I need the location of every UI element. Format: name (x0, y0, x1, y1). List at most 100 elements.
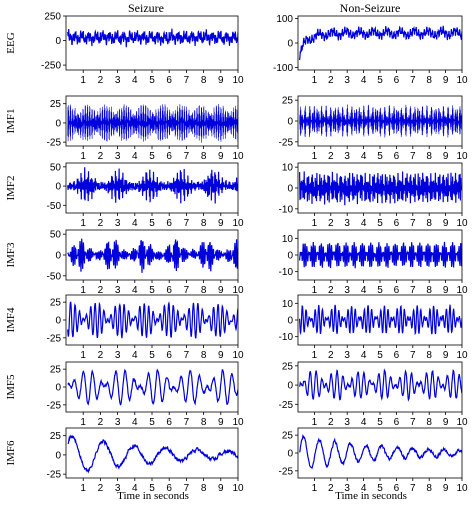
series-line (299, 25, 462, 61)
y-tick-label: 0 (287, 381, 293, 392)
x-tick-label: 10 (456, 483, 468, 494)
x-tick-label: 10 (232, 218, 244, 229)
x-tick-label: 10 (456, 285, 468, 296)
x-tick-label: 7 (410, 350, 416, 361)
x-tick-label: 5 (377, 151, 383, 162)
y-tick-label: 25 (282, 361, 294, 372)
x-tick-label: 5 (377, 483, 383, 494)
x-tick-label: 9 (218, 350, 224, 361)
panel-nonseizure-imf3: 1 2 3 4 5 6 7 8 9 10 10 0 -10 (279, 229, 468, 296)
y-tick-label: 0 (55, 182, 61, 193)
y-tick-label: 10 (282, 299, 294, 310)
x-tick-label: 4 (361, 218, 367, 229)
panel-seizure-eeg: 1 2 3 4 5 6 7 8 9 10 250 0 -250 EEG (5, 12, 244, 87)
y-tick-label: -25 (47, 138, 62, 149)
x-tick-label: 5 (149, 75, 155, 86)
y-tick-label: 25 (282, 96, 294, 107)
x-tick-label: 4 (132, 417, 138, 428)
x-tick-label: 2 (328, 285, 334, 296)
x-tick-label: 4 (361, 350, 367, 361)
y-tick-label: 0 (287, 316, 293, 327)
x-tick-label: 1 (312, 151, 318, 162)
x-tick-label: 4 (132, 151, 138, 162)
x-tick-label: 6 (166, 483, 172, 494)
y-tick-label: 250 (44, 12, 61, 23)
x-tick-label: 8 (426, 218, 432, 229)
y-tick-label: 0 (55, 316, 61, 327)
y-tick-label: -10 (279, 332, 294, 343)
y-tick-label: 0 (287, 39, 293, 50)
x-axis-label-left: Time in seconds (117, 490, 189, 502)
panel-seizure-imf3: 1 2 3 4 5 6 7 8 9 10 50 0 -50 IMF3 (5, 229, 244, 296)
y-tick-label: -10 (279, 267, 294, 278)
x-tick-label: 3 (115, 218, 121, 229)
column-title-seizure: Seizure (128, 1, 164, 15)
x-tick-label: 1 (80, 151, 86, 162)
x-tick-label: 8 (426, 151, 432, 162)
x-tick-label: 6 (394, 285, 400, 296)
panel-nonseizure-imf4: 1 2 3 4 5 6 7 8 9 10 10 0 -10 (279, 294, 468, 361)
x-tick-label: 9 (443, 483, 449, 494)
y-tick-label: 0 (55, 383, 61, 394)
x-tick-label: 1 (312, 350, 318, 361)
x-tick-label: 6 (166, 151, 172, 162)
x-tick-label: 6 (394, 151, 400, 162)
x-tick-label: 9 (218, 417, 224, 428)
series-line (299, 241, 462, 269)
y-tick-label: -25 (279, 466, 294, 477)
x-tick-label: 2 (98, 151, 104, 162)
x-tick-label: 7 (184, 218, 190, 229)
y-tick-label: -25 (279, 137, 294, 148)
x-tick-label: 1 (80, 483, 86, 494)
y-tick-label: -25 (279, 400, 294, 411)
x-tick-label: 1 (312, 218, 318, 229)
x-tick-label: 5 (149, 350, 155, 361)
y-tick-label: -100 (273, 63, 293, 74)
y-tick-label: -50 (47, 271, 62, 282)
x-tick-label: 8 (201, 75, 207, 86)
x-tick-label: 2 (98, 75, 104, 86)
x-tick-label: 2 (98, 218, 104, 229)
x-tick-label: 1 (80, 75, 86, 86)
series-line (67, 301, 238, 339)
x-tick-label: 8 (426, 75, 432, 86)
x-tick-label: 6 (166, 218, 172, 229)
x-tick-label: 8 (201, 285, 207, 296)
y-tick-label: -25 (47, 400, 62, 411)
row-label: EEG (5, 32, 17, 53)
panel-nonseizure-imf1: 1 2 3 4 5 6 7 8 9 10 25 0 -25 (279, 95, 468, 162)
x-tick-label: 8 (201, 350, 207, 361)
x-tick-label: 7 (184, 417, 190, 428)
x-tick-label: 4 (132, 350, 138, 361)
x-tick-label: 9 (218, 218, 224, 229)
x-tick-label: 9 (218, 151, 224, 162)
x-tick-label: 10 (456, 75, 468, 86)
panel-nonseizure-imf5: 1 2 3 4 5 6 7 8 9 10 25 0 -25 (279, 361, 468, 428)
panel-seizure-imf5: 1 2 3 4 5 6 7 8 9 10 25 0 -25 IMF5 (5, 361, 244, 428)
x-tick-label: 7 (184, 350, 190, 361)
x-tick-label: 1 (312, 417, 318, 428)
plot-frame (65, 427, 239, 479)
row-label: IMF2 (5, 175, 17, 200)
series-line (299, 104, 462, 138)
series-line (67, 28, 238, 48)
x-tick-label: 7 (184, 285, 190, 296)
x-tick-label: 7 (184, 151, 190, 162)
x-tick-label: 1 (80, 285, 86, 296)
x-tick-label: 9 (443, 151, 449, 162)
x-tick-label: 9 (443, 417, 449, 428)
x-tick-label: 10 (232, 350, 244, 361)
x-tick-label: 4 (361, 285, 367, 296)
y-tick-label: 0 (287, 449, 293, 460)
x-tick-label: 5 (377, 417, 383, 428)
x-tick-label: 10 (232, 151, 244, 162)
x-tick-label: 6 (166, 350, 172, 361)
x-axis-label-right: Time in seconds (335, 490, 407, 502)
series-line (299, 171, 462, 206)
x-tick-label: 7 (410, 417, 416, 428)
x-tick-label: 7 (410, 483, 416, 494)
x-tick-label: 8 (426, 483, 432, 494)
y-tick-label: 50 (50, 162, 62, 173)
